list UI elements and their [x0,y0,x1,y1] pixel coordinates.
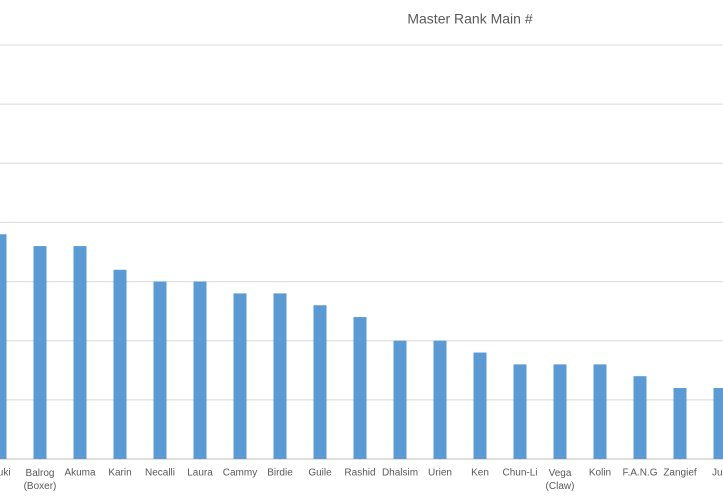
bar [233,293,247,459]
bar [0,234,7,459]
x-tick-label: Balrog (Boxer) [24,468,57,492]
bar [633,376,647,459]
bar [433,340,447,459]
bar [473,352,487,459]
x-tick-label: Urien [428,468,452,479]
bar [393,340,407,459]
bar [73,246,87,459]
x-tick-label: Ken [471,468,489,479]
x-tick-label: Necalli [145,468,175,479]
bar [153,281,167,459]
x-tick-label: Juri [712,468,723,479]
bar [713,388,723,459]
bar [273,293,287,459]
bar [553,364,567,459]
bar [353,317,367,459]
bar [513,364,527,459]
x-tick-label: Cammy [223,468,257,479]
bar [193,281,207,459]
x-tick-label: Zangief [663,468,697,479]
x-tick-label: Rashid [344,468,375,479]
bar [593,364,607,459]
x-tick-label: F.A.N.G [622,468,657,479]
x-tick-label: Akuma [64,468,96,479]
x-tick-label: Kolin [589,468,611,479]
x-tick-label: Vega (Claw) [546,468,575,492]
bar [33,246,47,459]
x-tick-label: Ibuki [0,468,11,479]
x-tick-label: Dhalsim [382,468,418,479]
bar [113,269,127,459]
bar [313,305,327,459]
x-tick-label: Karin [108,468,131,479]
x-tick-label: Birdie [267,468,293,479]
x-tick-label: Guile [308,468,332,479]
x-tick-label: Chun-Li [502,468,537,479]
chart-title: Master Rank Main # [407,11,532,27]
bar [673,388,687,459]
x-tick-label: Laura [187,468,213,479]
